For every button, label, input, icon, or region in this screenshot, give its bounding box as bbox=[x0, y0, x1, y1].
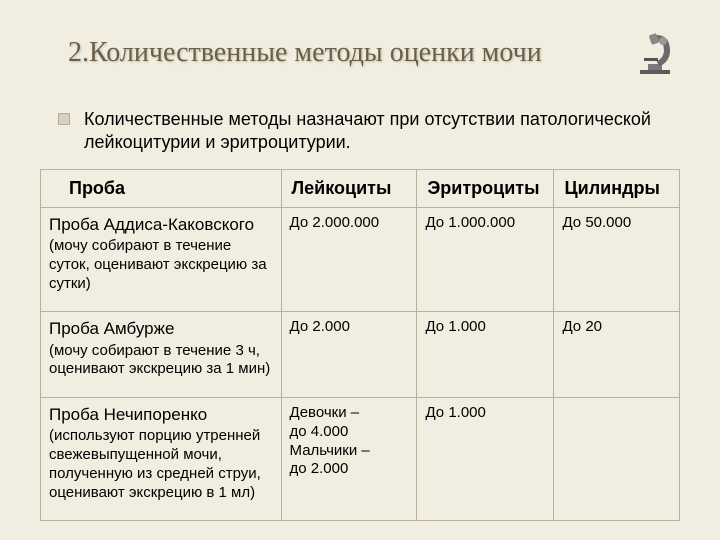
bullet-icon bbox=[58, 113, 70, 125]
cell-cylinders bbox=[554, 398, 680, 521]
col-header-cylinders: Цилиндры bbox=[554, 169, 680, 207]
slide-title: 2.Количественные методы оценки мочи bbox=[40, 37, 630, 69]
col-header-leukocytes: Лейкоциты bbox=[281, 169, 417, 207]
cell-erythrocytes: До 1.000 bbox=[417, 312, 554, 398]
table-row: Проба Аддиса-Каковского (мочу собирают в… bbox=[41, 207, 680, 312]
table-row: Проба Амбурже (мочу собирают в течение 3… bbox=[41, 312, 680, 398]
row-desc: (мочу собирают в течение суток, оцениваю… bbox=[49, 237, 273, 293]
title-row: 2.Количественные методы оценки мочи bbox=[40, 28, 680, 78]
row-name: Проба Аддиса-Каковского bbox=[49, 214, 273, 235]
row-name: Проба Амбурже bbox=[49, 318, 273, 339]
row-desc: (используют порцию утренней свежевыпущен… bbox=[49, 427, 273, 502]
col-header-proba: Проба bbox=[41, 169, 282, 207]
bullet-block: Количественные методы назначают при отсу… bbox=[40, 108, 680, 155]
col-header-erythrocytes: Эритроциты bbox=[417, 169, 554, 207]
cell-erythrocytes: До 1.000 bbox=[417, 398, 554, 521]
table-header-row: Проба Лейкоциты Эритроциты Цилиндры bbox=[41, 169, 680, 207]
row-desc: (мочу собирают в течение 3 ч, оценивают … bbox=[49, 342, 273, 380]
cell-leukocytes: Девочки – до 4.000 Мальчики – до 2.000 bbox=[281, 398, 417, 521]
bullet-text: Количественные методы назначают при отсу… bbox=[84, 108, 680, 155]
cell-erythrocytes: До 1.000.000 bbox=[417, 207, 554, 312]
cell-leukocytes: До 2.000 bbox=[281, 312, 417, 398]
microscope-icon bbox=[630, 28, 680, 78]
row-name: Проба Нечипоренко bbox=[49, 404, 273, 425]
table-row: Проба Нечипоренко (используют порцию утр… bbox=[41, 398, 680, 521]
cell-leukocytes: До 2.000.000 bbox=[281, 207, 417, 312]
slide: 2.Количественные методы оценки мочи Коли… bbox=[0, 0, 720, 540]
cell-cylinders: До 50.000 bbox=[554, 207, 680, 312]
cell-cylinders: До 20 bbox=[554, 312, 680, 398]
data-table: Проба Лейкоциты Эритроциты Цилиндры Проб… bbox=[40, 169, 680, 522]
